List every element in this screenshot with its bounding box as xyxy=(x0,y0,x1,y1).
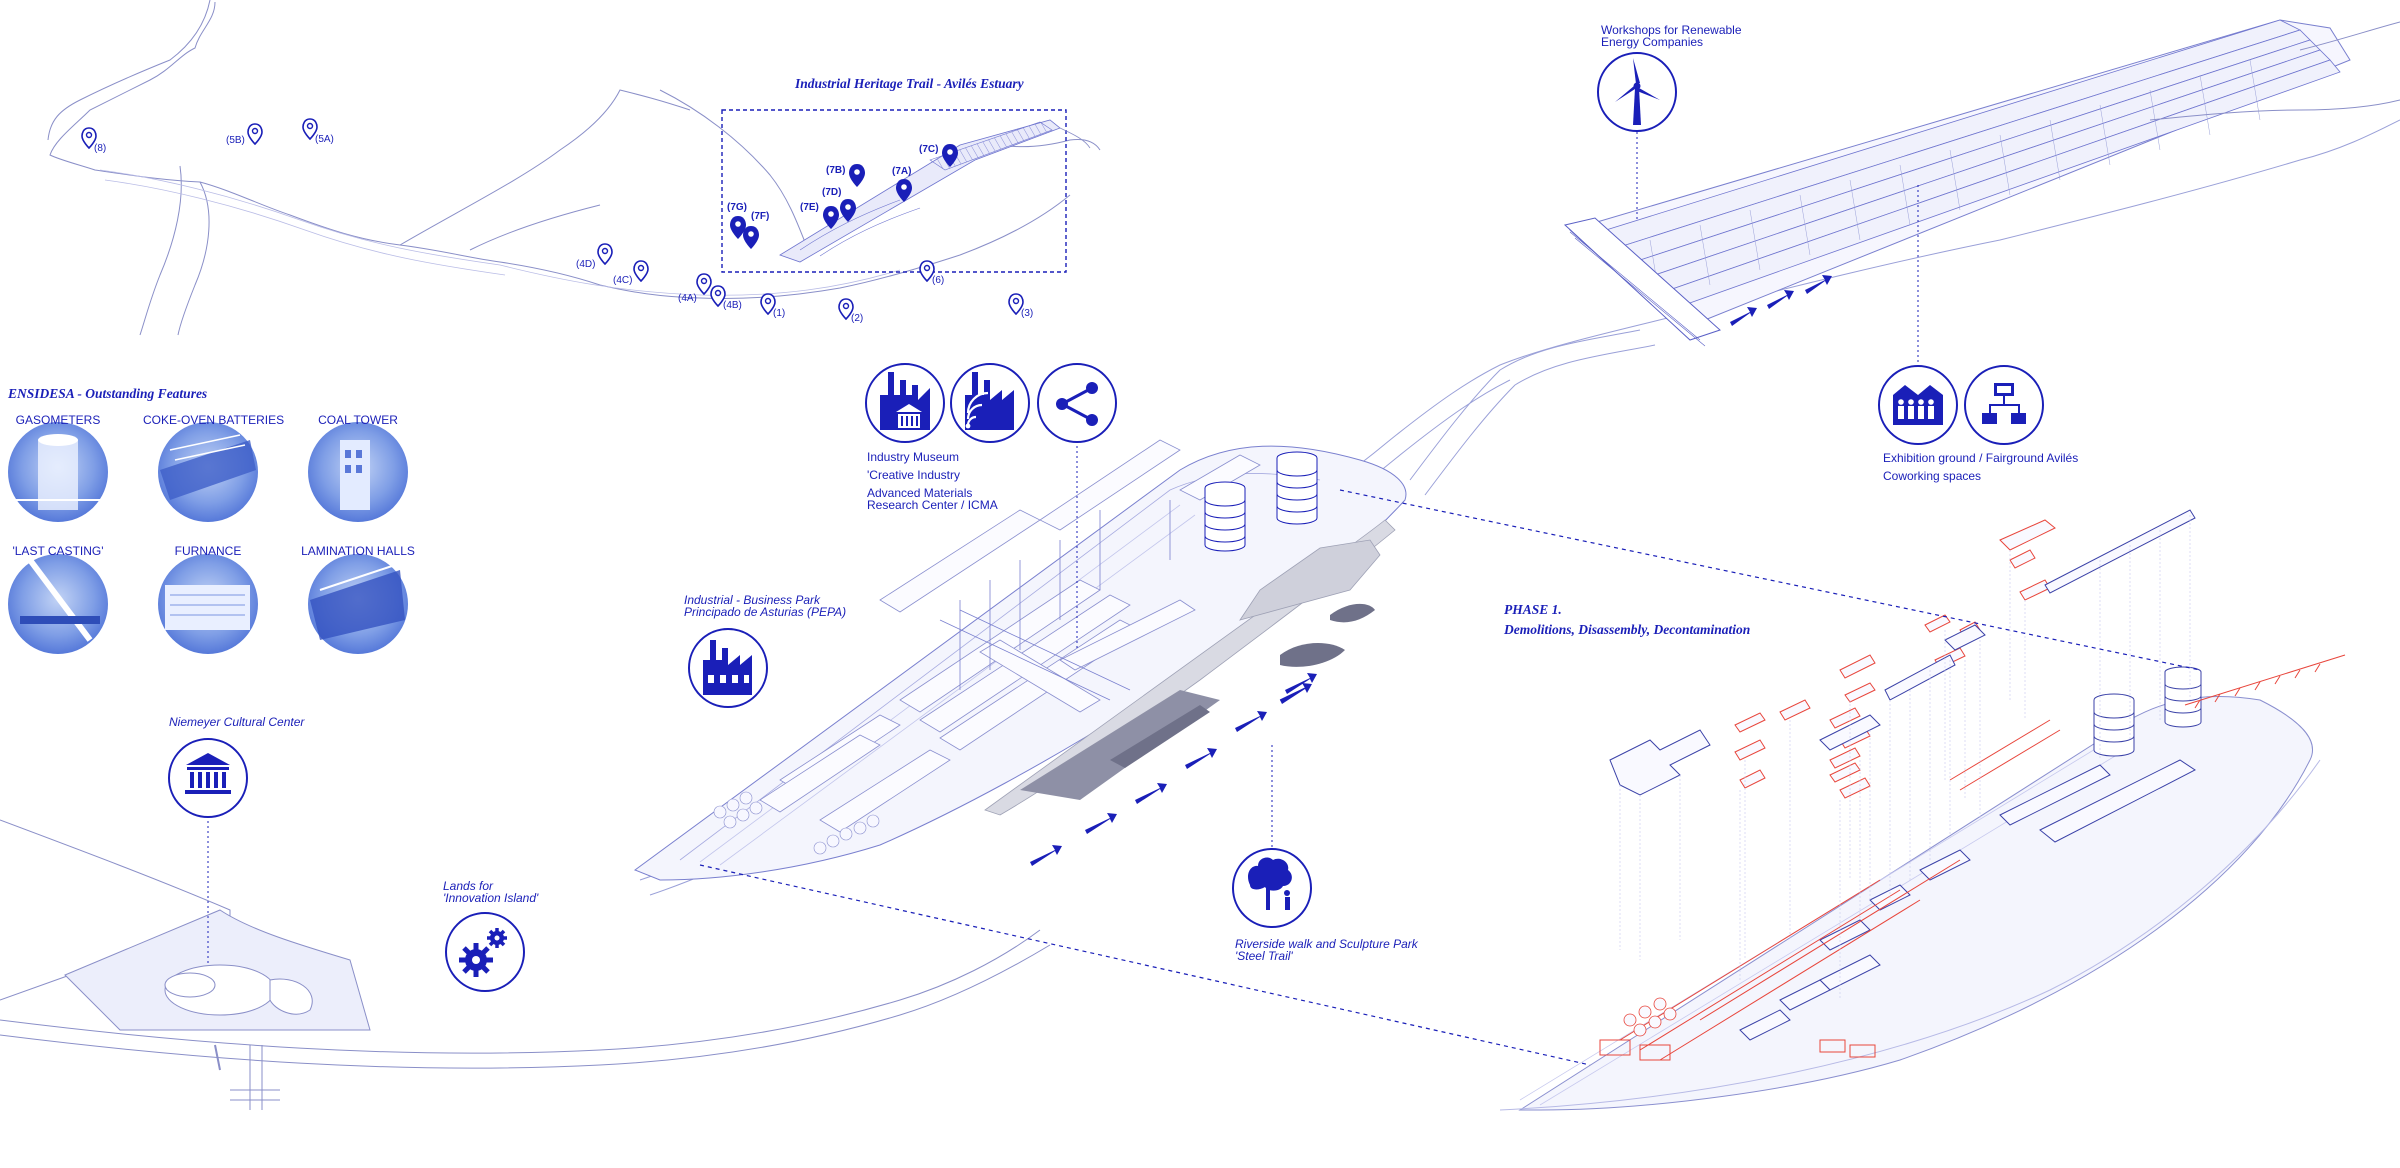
feature-caption: FURNANCE xyxy=(174,544,242,558)
label-icma-line1: Advanced Materials xyxy=(867,486,973,500)
pin-label: (1) xyxy=(773,308,786,319)
pin-label: (4B) xyxy=(723,300,742,311)
features-title: ENSIDESA - Outstanding Features xyxy=(8,386,208,401)
pin-label: (7C) xyxy=(919,144,939,155)
factory-icon xyxy=(703,640,752,695)
pin-label: (8) xyxy=(94,143,107,154)
dotted-leaders xyxy=(207,132,1919,965)
label-creative-industry: 'Creative Industry xyxy=(867,468,960,482)
wind-turbine-icon xyxy=(1615,58,1660,125)
feature-caption: COAL TOWER xyxy=(318,413,398,427)
label-riverside-line1: Riverside walk and Sculpture Park xyxy=(1235,937,1418,951)
label-lands-line2: 'Innovation Island' xyxy=(443,891,539,905)
trail-title: Industrial Heritage Trail - Avilés Estua… xyxy=(795,76,1024,91)
classical-building-icon xyxy=(185,753,231,794)
phase-title: PHASE 1. xyxy=(1504,602,1562,617)
flow-arrows xyxy=(1030,673,1317,866)
factory-museum-icon xyxy=(880,372,930,430)
trail-inset-ensidesa xyxy=(779,119,1091,263)
pin-label: (5A) xyxy=(315,134,334,145)
feature-caption: GASOMETERS xyxy=(15,413,101,427)
label-industry-museum: Industry Museum xyxy=(867,450,960,464)
feature-photos xyxy=(8,422,408,654)
pin-label: (7D) xyxy=(822,187,842,198)
pin-label: (3) xyxy=(1021,308,1034,319)
share-icon xyxy=(1056,382,1098,426)
pin-label: (2) xyxy=(851,313,864,324)
tree-person-icon xyxy=(1247,857,1292,910)
label-pepa-line1: Industrial - Business Park xyxy=(684,593,821,607)
label-lands-line1: Lands for xyxy=(443,879,494,893)
pin-label: (4A) xyxy=(678,293,697,304)
label-workshops-line2: Energy Companies xyxy=(1601,35,1704,49)
label-pepa-line2: Principado de Asturias (PEPA) xyxy=(684,605,847,619)
label-coworking: Coworking spaces xyxy=(1883,469,1982,483)
trail-pins-outline xyxy=(81,118,1024,320)
pin-label: (7A) xyxy=(892,166,912,177)
network-icon xyxy=(1982,383,2026,424)
feature-caption: LAMINATION HALLS xyxy=(301,544,415,558)
pin-label: (4C) xyxy=(613,275,633,286)
pin-label: (7G) xyxy=(727,202,747,213)
label-icma-line2: Research Center / ICMA xyxy=(867,498,998,512)
gears-icon xyxy=(459,928,507,977)
exploded-buildings xyxy=(1609,509,2196,1000)
dashed-connectors xyxy=(699,489,2201,1066)
people-crowd-icon xyxy=(1893,385,1943,425)
label-niemeyer: Niemeyer Cultural Center xyxy=(169,715,305,729)
ensidesa-site xyxy=(633,119,2400,896)
gasometer-towers xyxy=(1204,451,1318,552)
heritage-trail-box xyxy=(721,109,1067,273)
pin-label: (7B) xyxy=(826,165,846,176)
feature-caption: 'LAST CASTING' xyxy=(12,544,104,558)
pin-label: (7F) xyxy=(751,211,770,222)
workshop-halls xyxy=(1563,19,2400,347)
pin-label: (6) xyxy=(932,275,945,286)
factory-wifi-icon xyxy=(965,372,1014,430)
label-exhibition: Exhibition ground / Fairground Avilés xyxy=(1883,451,2079,465)
niemeyer-site xyxy=(0,819,1051,1110)
estuary-detail-lines xyxy=(99,169,901,296)
phase-subtitle: Demolitions, Disassembly, Decontaminatio… xyxy=(1504,622,1751,637)
pin-label: (7E) xyxy=(800,202,819,213)
feature-caption: COKE-OVEN BATTERIES xyxy=(143,413,285,427)
label-riverside-line2: 'Steel Trail' xyxy=(1235,949,1293,963)
pin-label: (5B) xyxy=(226,135,245,146)
label-workshops-line1: Workshops for Renewable xyxy=(1601,23,1742,37)
phase1-site xyxy=(1499,509,2346,1111)
pin-label: (4D) xyxy=(576,259,596,270)
